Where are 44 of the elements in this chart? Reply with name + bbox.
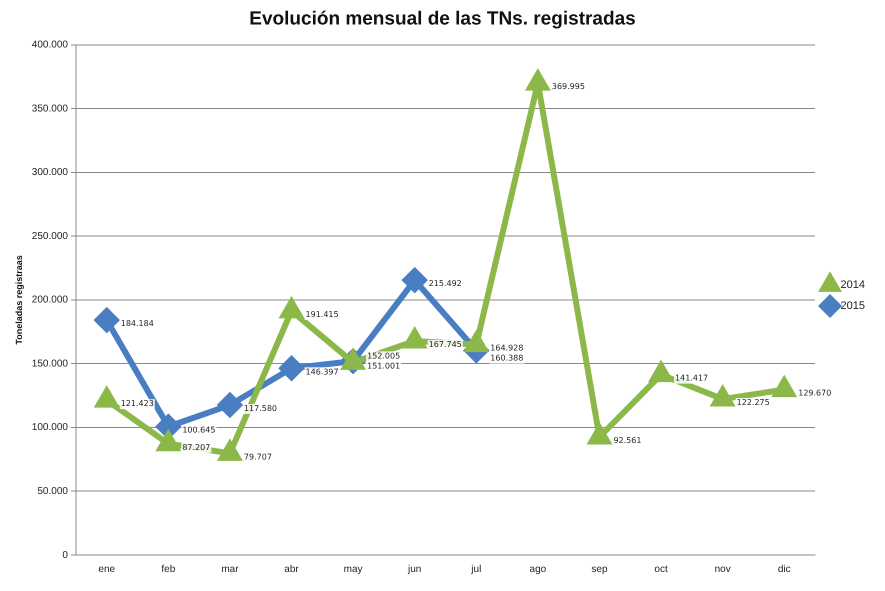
data-label: 141.417 — [675, 374, 708, 383]
x-tick-label: ene — [98, 564, 116, 575]
x-tick-label: jul — [470, 564, 482, 575]
data-label: 160.388 — [490, 354, 524, 363]
data-label: 164.928 — [490, 344, 524, 353]
data-label: 117.580 — [244, 404, 278, 414]
x-tick-label: mar — [221, 564, 240, 575]
y-tick-label: 150.000 — [32, 358, 68, 370]
data-label: 87.207 — [182, 442, 210, 452]
data-label: 79.707 — [244, 452, 272, 462]
y-tick-label: 350.000 — [32, 103, 68, 114]
data-label: 167.745 — [428, 340, 462, 350]
data-label: 121.423 — [120, 399, 154, 408]
data-label: 92.561 — [613, 436, 642, 446]
x-tick-label: dic — [778, 564, 791, 575]
data-label: 215.492 — [428, 279, 462, 288]
x-tick-label: nov — [714, 564, 731, 575]
legend-label: 2014 — [840, 279, 866, 292]
data-label: 146.397 — [306, 367, 339, 376]
y-tick-label: 50.000 — [37, 486, 68, 497]
data-label: 100.645 — [182, 426, 216, 435]
x-tick-label: oct — [654, 564, 668, 575]
x-tick-label: sep — [591, 564, 608, 575]
y-tick-label: 0 — [62, 550, 68, 561]
data-label: 152.005 — [367, 351, 400, 360]
y-tick-label: 100.000 — [32, 422, 68, 434]
x-tick-label: feb — [161, 564, 176, 575]
legend-label: 2015 — [840, 300, 866, 312]
y-tick-label: 300.000 — [32, 167, 68, 178]
chart-title: Evolución mensual de las TNs. registradas — [249, 8, 636, 30]
x-tick-label: jun — [407, 564, 422, 575]
y-axis-title: Toneladas registraas — [14, 255, 24, 345]
data-label: 129.670 — [798, 388, 832, 398]
y-tick-label: 250.000 — [32, 230, 68, 242]
data-label: 151.001 — [367, 361, 400, 370]
y-tick-label: 200.000 — [32, 294, 68, 306]
data-label: 122.275 — [736, 398, 770, 408]
x-tick-label: abr — [284, 564, 300, 575]
x-tick-label: ago — [530, 564, 547, 575]
x-tick-label: may — [344, 564, 363, 575]
data-label: 369.995 — [552, 82, 585, 92]
data-label: 184.184 — [120, 319, 154, 328]
data-label: 191.415 — [306, 310, 339, 319]
y-tick-label: 400.000 — [32, 40, 68, 51]
